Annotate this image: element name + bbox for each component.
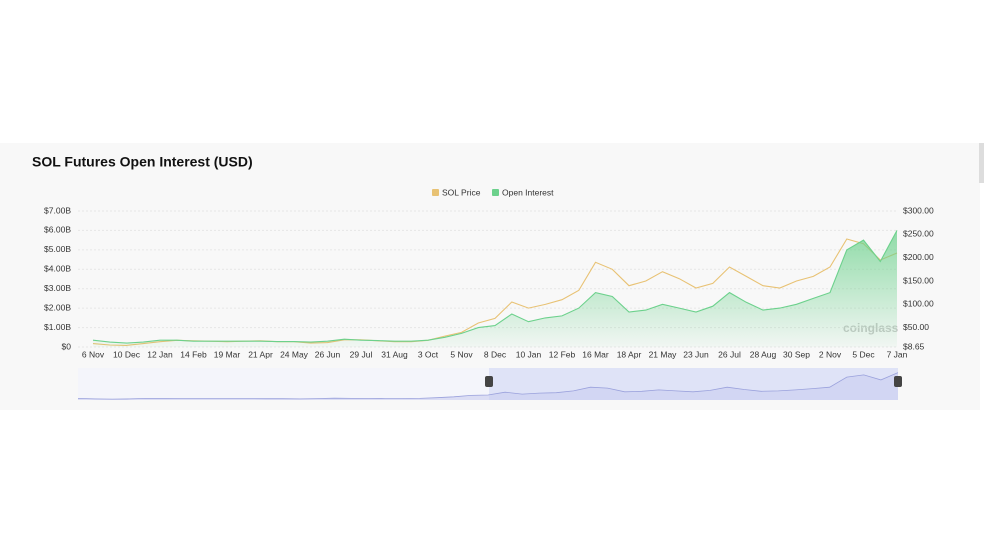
x-tick-label: 5 Nov xyxy=(450,349,473,359)
legend-swatch xyxy=(492,189,499,196)
y-tick-label: $6.00B xyxy=(44,225,71,235)
x-tick-label: 12 Feb xyxy=(549,349,576,359)
series-line xyxy=(92,230,898,344)
x-tick-label: 26 Jul xyxy=(718,349,741,359)
panel xyxy=(0,143,980,410)
x-tick-label: 12 Jan xyxy=(147,349,173,359)
x-tick-label: 7 Jan xyxy=(887,349,908,359)
x-tick-label: 16 Mar xyxy=(582,349,609,359)
x-tick-label: 19 Mar xyxy=(214,349,241,359)
x-tick-label: 29 Jul xyxy=(350,349,373,359)
legend-label: Open Interest xyxy=(502,187,554,197)
navigator-line xyxy=(77,372,899,400)
x-tick-label: 21 Apr xyxy=(248,349,273,359)
y2-tick-label: $250.00 xyxy=(903,229,934,239)
x-tick-label: 28 Aug xyxy=(750,349,777,359)
legend-label: SOL Price xyxy=(442,187,481,197)
x-tick-label: 24 May xyxy=(280,349,309,359)
navigator-area xyxy=(78,372,898,400)
y2-tick-label: $8.65 xyxy=(903,341,925,351)
y-tick-label: $1.00B xyxy=(44,322,71,332)
x-tick-label: 6 Nov xyxy=(82,349,105,359)
x-tick-label: 2 Nov xyxy=(819,349,842,359)
area-fill xyxy=(93,230,897,347)
y-tick-label: $3.00B xyxy=(44,283,71,293)
x-tick-label: 3 Oct xyxy=(418,349,439,359)
x-tick-label: 23 Jun xyxy=(683,349,709,359)
x-tick-label: 10 Dec xyxy=(113,349,141,359)
y-tick-label: $7.00B xyxy=(44,205,71,215)
y-tick-label: $5.00B xyxy=(44,244,71,254)
chart-title: SOL Futures Open Interest (USD) xyxy=(32,154,253,170)
y2-tick-label: $200.00 xyxy=(903,252,934,262)
y2-tick-label: $50.00 xyxy=(903,322,929,332)
x-tick-label: 31 Aug xyxy=(381,349,408,359)
x-tick-label: 8 Dec xyxy=(484,349,507,359)
scrollbar xyxy=(979,143,984,183)
x-tick-label: 18 Apr xyxy=(617,349,642,359)
y2-tick-label: $150.00 xyxy=(903,275,934,285)
x-tick-label: 5 Dec xyxy=(852,349,875,359)
navigator-handle[interactable] xyxy=(485,376,493,387)
y2-tick-label: $300.00 xyxy=(903,205,934,215)
x-tick-label: 14 Feb xyxy=(180,349,207,359)
y-tick-label: $2.00B xyxy=(44,302,71,312)
x-tick-label: 30 Sep xyxy=(783,349,810,359)
x-tick-label: 26 Jun xyxy=(315,349,341,359)
navigator-handle[interactable] xyxy=(894,376,902,387)
y-tick-label: $0 xyxy=(62,341,72,351)
y-tick-label: $4.00B xyxy=(44,264,71,274)
x-tick-label: 10 Jan xyxy=(516,349,542,359)
x-tick-label: 21 May xyxy=(649,349,678,359)
y2-tick-label: $100.00 xyxy=(903,299,934,309)
legend-swatch xyxy=(432,189,439,196)
